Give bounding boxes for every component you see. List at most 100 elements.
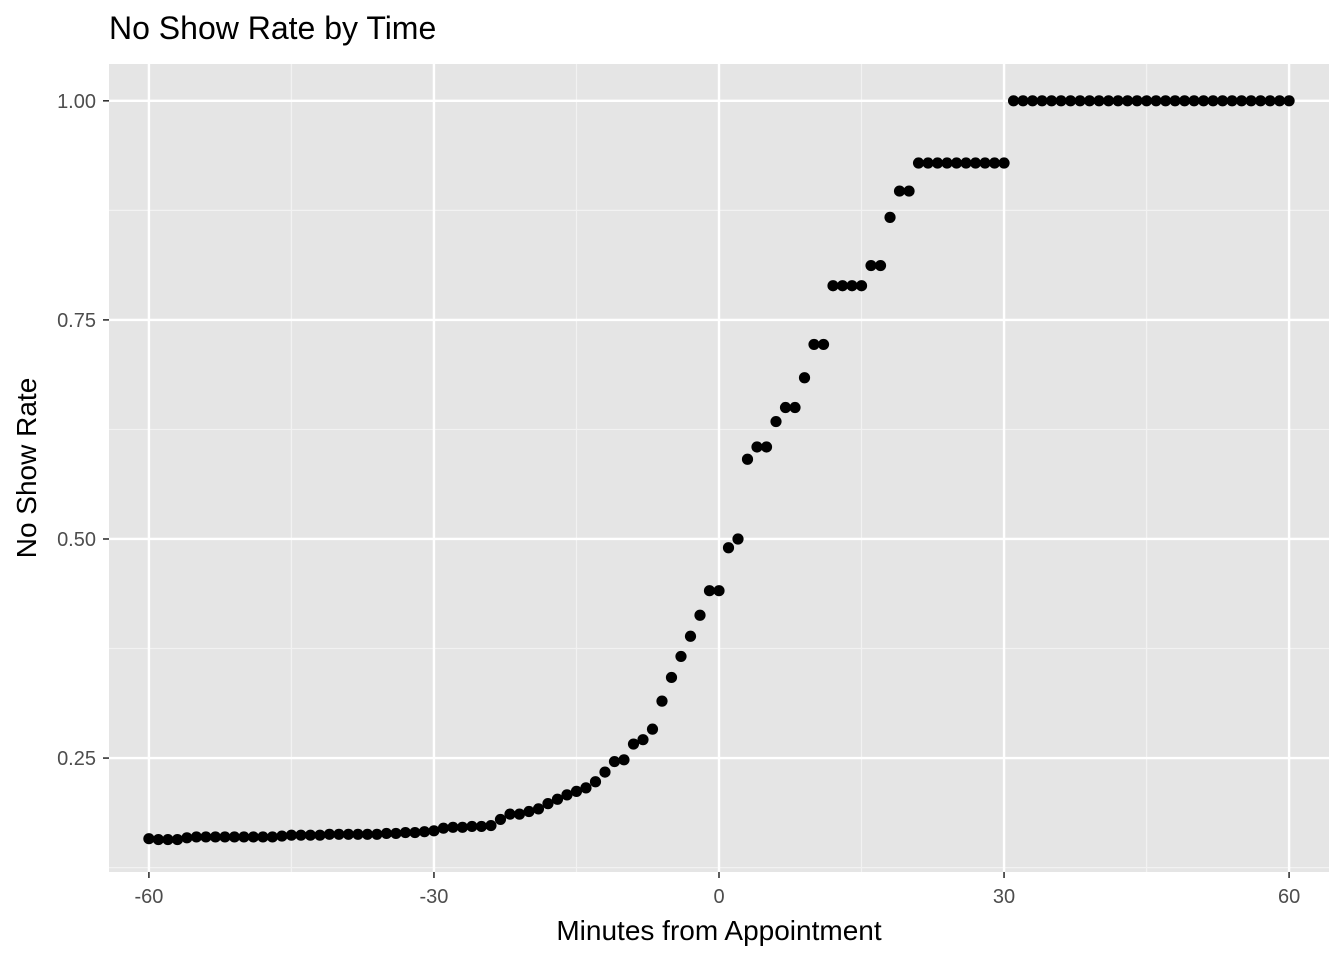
data-point xyxy=(1254,95,1267,107)
data-point xyxy=(1093,95,1105,107)
data-point xyxy=(1226,95,1238,107)
x-axis-ticks: -60 -30 0 30 60 xyxy=(134,872,1300,908)
data-point xyxy=(380,827,393,840)
data-point xyxy=(532,803,545,815)
x-tick-label: 30 xyxy=(993,886,1015,908)
data-point xyxy=(1245,95,1257,107)
data-point xyxy=(1007,95,1020,107)
x-tick-label: 0 xyxy=(713,886,724,908)
data-points xyxy=(143,95,1295,846)
chart-title: No Show Rate by Time xyxy=(109,10,436,46)
data-point xyxy=(922,157,934,169)
x-tick-label: -60 xyxy=(134,886,163,908)
data-point xyxy=(542,798,554,810)
y-tick-label: 0.50 xyxy=(57,529,96,551)
data-point xyxy=(323,828,336,840)
data-point xyxy=(684,630,697,642)
data-point xyxy=(1207,95,1219,107)
data-point xyxy=(713,585,725,597)
y-axis-ticks: 0.25 0.50 0.75 1.00 xyxy=(57,91,109,770)
data-point xyxy=(789,401,801,414)
y-tick-label: 0.25 xyxy=(57,748,96,770)
x-tick-label: 60 xyxy=(1278,886,1300,908)
data-point xyxy=(798,372,811,384)
data-point xyxy=(998,157,1010,169)
data-point xyxy=(722,542,735,554)
data-point xyxy=(1159,95,1172,107)
data-point xyxy=(456,821,469,833)
data-point xyxy=(893,185,906,197)
data-point xyxy=(884,211,896,223)
data-point xyxy=(846,280,858,292)
data-point xyxy=(190,831,203,843)
data-point xyxy=(618,754,630,766)
data-point xyxy=(361,828,374,840)
data-point xyxy=(1055,95,1067,107)
data-point xyxy=(447,821,459,833)
data-point xyxy=(751,441,763,453)
data-point xyxy=(903,185,915,197)
y-tick-label: 0.75 xyxy=(57,310,96,332)
data-point xyxy=(770,415,782,428)
data-point xyxy=(219,831,231,843)
data-point xyxy=(209,831,222,843)
data-point xyxy=(1216,95,1229,107)
data-point xyxy=(1235,95,1248,107)
x-tick-label: -30 xyxy=(420,886,449,908)
data-point xyxy=(266,831,279,843)
data-point xyxy=(428,825,440,837)
data-point xyxy=(1283,95,1295,107)
y-axis-title: No Show Rate xyxy=(11,378,42,559)
data-point xyxy=(646,723,659,735)
data-point xyxy=(627,738,640,750)
data-point xyxy=(1045,95,1058,107)
data-point xyxy=(1064,95,1077,107)
data-point xyxy=(1102,95,1115,107)
data-point xyxy=(1197,95,1210,107)
data-point xyxy=(314,829,326,841)
data-point xyxy=(247,831,260,843)
data-point xyxy=(988,157,1001,169)
data-point xyxy=(285,829,298,841)
data-point xyxy=(599,766,611,778)
data-point xyxy=(485,819,497,832)
data-point xyxy=(200,831,212,843)
data-point xyxy=(371,828,383,840)
data-point xyxy=(779,401,792,414)
data-point xyxy=(703,585,716,597)
data-point xyxy=(570,785,583,797)
data-point xyxy=(1083,95,1096,107)
data-point xyxy=(475,820,488,833)
data-point xyxy=(352,828,364,840)
data-point xyxy=(513,808,526,820)
data-point xyxy=(342,828,355,840)
data-point xyxy=(760,441,773,453)
data-point xyxy=(466,820,478,833)
data-point xyxy=(1026,95,1039,107)
data-point xyxy=(1273,95,1286,107)
y-tick-label: 1.00 xyxy=(57,91,96,113)
data-point xyxy=(304,829,317,841)
data-point xyxy=(171,833,184,846)
data-point xyxy=(950,157,963,169)
data-point xyxy=(827,280,839,292)
data-point xyxy=(418,826,431,838)
data-point xyxy=(912,157,925,169)
data-point xyxy=(437,822,450,834)
data-point xyxy=(817,338,830,351)
major-gridlines xyxy=(109,64,1329,872)
data-point xyxy=(741,453,754,465)
data-point xyxy=(874,259,887,272)
data-point xyxy=(399,826,412,839)
data-point xyxy=(1178,95,1191,107)
data-point xyxy=(589,776,602,788)
data-point xyxy=(523,805,535,818)
data-point xyxy=(1264,95,1276,107)
data-point xyxy=(1150,95,1162,107)
data-point xyxy=(1121,95,1134,107)
x-axis-title: Minutes from Appointment xyxy=(556,915,881,946)
data-point xyxy=(656,695,668,707)
data-point xyxy=(675,650,687,663)
data-point xyxy=(580,782,592,794)
data-point xyxy=(1036,95,1048,107)
